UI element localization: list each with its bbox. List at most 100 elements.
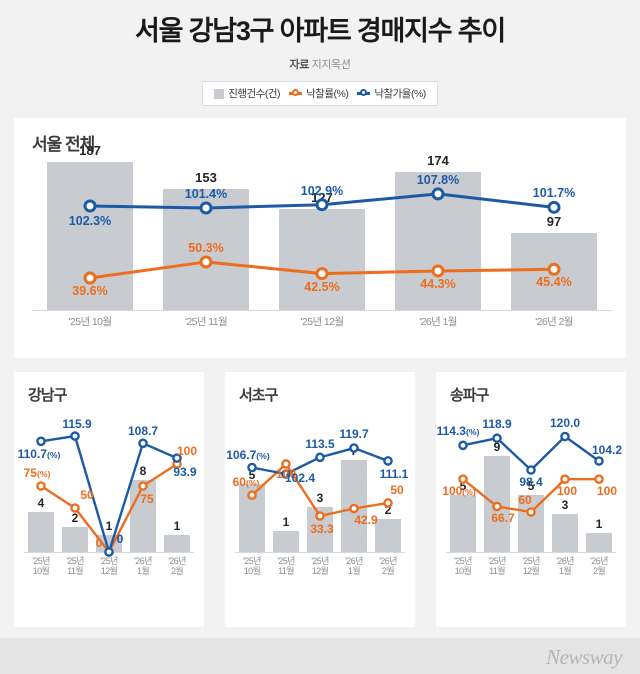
x-axis-label-1: '25년 11월	[488, 556, 506, 577]
x-axis-label-3: '26년 1월	[345, 556, 363, 577]
data-point-4	[172, 453, 182, 463]
bar-value-label-2: 3	[316, 491, 324, 506]
bar-value-label-2: 5	[527, 478, 535, 493]
point-value-label-0: 60(%)	[232, 475, 260, 490]
point-value-label-4: 100	[596, 484, 618, 499]
line-series-layer	[458, 431, 604, 517]
x-axis-line	[235, 552, 405, 553]
point-value-label-3: 75	[140, 492, 154, 506]
panel-title-gangnam-gu: 강남구	[28, 387, 67, 404]
x-axis-label-2: '25년 12월	[300, 316, 344, 328]
data-point-4	[383, 456, 393, 466]
point-value-label-0: 106.7(%)	[226, 447, 270, 462]
x-axis-label-4: '26년 2월	[535, 316, 573, 328]
point-value-label-2: 42.5%	[304, 279, 340, 294]
bar-value-label-0: 5	[248, 467, 256, 482]
line-marker-icon-blue	[357, 89, 371, 98]
plot-area-gangnam-gu: 4 2 1 8 1 '25년 10월 '25년 11월 '25년 12월 '26년 1월 '26년 2월 75…	[18, 412, 197, 582]
data-point-4	[383, 498, 393, 508]
x-axis-label-2: '25년 12월	[522, 556, 540, 577]
bar-0	[450, 494, 476, 552]
point-value-label-4: 50	[390, 482, 404, 497]
square-swatch-icon	[214, 88, 225, 99]
page-title: 서울 강남3구 아파트 경매지수 추이	[135, 16, 506, 46]
data-point-2	[315, 198, 329, 212]
point-value-label-4: 111.1	[379, 466, 409, 481]
bar-value-label-1: 153	[195, 169, 217, 185]
data-point-3	[431, 187, 445, 201]
point-value-label-2: 60	[518, 493, 532, 507]
panel-title-songpa-gu: 송파구	[450, 387, 489, 404]
x-axis-label-4: '26년 2월	[379, 556, 397, 577]
data-point-1	[281, 459, 291, 469]
legend-item-blue: 낙찰가율(%)	[357, 86, 426, 101]
point-value-label-1: 50.3%	[188, 240, 224, 255]
bar-4	[164, 535, 190, 552]
data-point-2	[315, 452, 325, 463]
legend-label-blue: 낙찰가율(%)	[374, 88, 426, 101]
bar-1	[273, 531, 299, 552]
plot-area-seoul-total: 187 153 127 174 97'25년 10월 '25년 11월 '25년 12월 '2…	[32, 143, 612, 334]
x-axis-line	[32, 310, 612, 311]
data-point-1	[492, 501, 502, 512]
chart-legend: 진행건수(건) 낙찰률(%) 낙찰가율(%)	[202, 81, 438, 107]
panel-seocho-gu: 서초구 51372'25년10월'25년11월'25년12월'26년1월'26년…	[225, 372, 415, 627]
point-value-label-2: 33.3	[310, 522, 334, 536]
point-value-label-2: 113.5	[305, 437, 335, 452]
point-value-label-3: 42.9	[354, 512, 378, 527]
x-axis-label-3: '26년 1월	[419, 316, 457, 328]
x-axis-label-1: '25년 11월	[184, 316, 228, 328]
panel-title-seocho-gu: 서초구	[239, 387, 278, 404]
point-value-label-1: 115.9	[62, 417, 92, 432]
legend-label-bar: 진행건수(건)	[228, 88, 280, 101]
plot-area-songpa-gu: 5 9 5 3 1 '25년 10월 '25년 11월 '25년 12월 '26년 1월 '26년 2월 10…	[437, 412, 622, 582]
footer: Newsway	[0, 638, 640, 674]
data-point-1	[70, 431, 80, 441]
bar-0	[28, 511, 54, 552]
line-series-layer	[83, 187, 561, 285]
data-point-2	[315, 267, 329, 281]
x-axis-label-0: '25년 10월	[454, 556, 472, 577]
data-point-2	[526, 507, 536, 517]
point-value-label-2: 0	[95, 536, 103, 550]
source-name: 지지옥션	[311, 59, 351, 72]
x-axis-label-0: '25년 10월	[68, 316, 112, 328]
data-point-3	[349, 443, 359, 453]
header: 서울 강남3구 아파트 경매지수 추이 자료 지지옥션 진행건수(건) 낙찰률(…	[0, 0, 640, 107]
point-value-label-2: 98.4	[519, 475, 543, 489]
bar-0	[47, 162, 133, 310]
x-axis-label-2: '25년 12월	[100, 556, 118, 577]
point-value-label-1: 100	[275, 466, 297, 481]
data-point-2	[315, 511, 325, 521]
bar-value-label-1: 9	[493, 440, 501, 454]
point-value-label-2: 102.9%	[300, 183, 344, 198]
bar-value-label-4: 97	[546, 214, 562, 230]
data-point-2	[104, 547, 114, 557]
bar-value-label-3: 8	[139, 464, 147, 478]
legend-item-bar: 진행건수(건)	[214, 86, 280, 101]
x-axis-line	[446, 552, 616, 553]
point-value-label-3: 108.7	[127, 424, 159, 439]
newsway-logo: Newsway	[546, 645, 622, 669]
point-value-label-4: 104.2	[591, 443, 623, 457]
point-value-label-0: 39.6%	[72, 284, 108, 298]
panel-title-seoul-total: 서울 전체	[32, 135, 95, 154]
bar-4	[586, 533, 612, 552]
data-point-1	[199, 201, 213, 215]
line-series-layer	[247, 443, 393, 521]
point-value-label-0: 75(%)	[23, 466, 51, 480]
bar-value-label-4: 1	[173, 519, 181, 534]
point-value-label-2: 0	[116, 532, 124, 546]
panel-seoul-total: 서울 전체 187 153 127 174 97'25년 10월 '25년 11월 '25년…	[14, 118, 626, 358]
bar-value-label-1: 1	[282, 515, 290, 530]
data-point-0	[83, 271, 97, 285]
point-value-label-0: 100(%)	[442, 484, 476, 499]
data-point-3	[560, 431, 570, 442]
data-point-3	[349, 503, 359, 514]
point-value-label-1: 50	[80, 488, 94, 502]
source-line: 자료 지지옥션	[0, 56, 640, 72]
x-axis-label-3: '26년 1월	[134, 556, 152, 577]
point-value-label-4: 45.4%	[536, 275, 572, 290]
panel-songpa-gu: 송파구 5 9 5 3 1 '25년 10월 '25년 11월 '25년 12월 '26년 1월 '26년…	[436, 372, 626, 627]
point-value-label-1: 102.4	[284, 471, 316, 485]
